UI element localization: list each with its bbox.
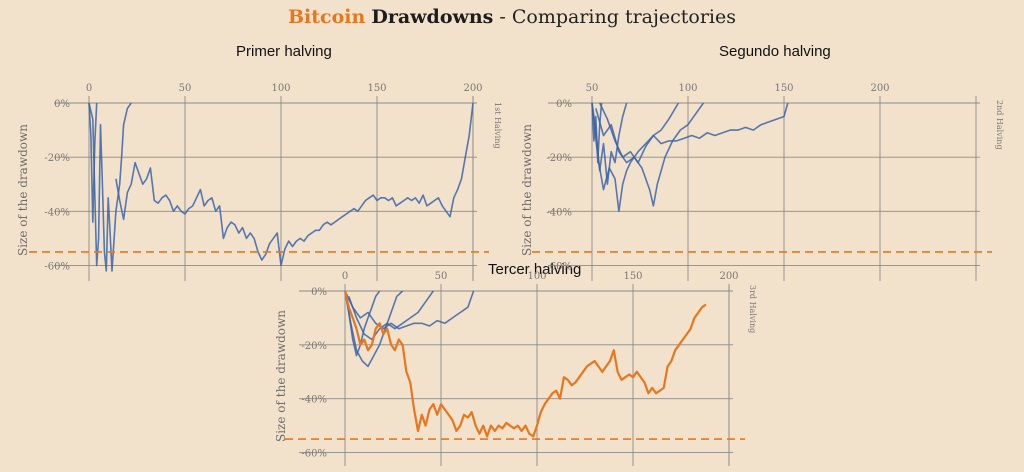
series-line-blue bbox=[591, 102, 680, 213]
x-tick-label: 150 bbox=[623, 271, 642, 282]
y-tick-label: -60% bbox=[301, 449, 327, 460]
y-axis-label: Size of the drawdown bbox=[520, 124, 534, 256]
series-line-blue bbox=[88, 102, 98, 223]
x-tick-label: 100 bbox=[271, 83, 290, 94]
y-tick-label: -60% bbox=[546, 261, 572, 272]
halving-marker-label: 2nd Halving bbox=[995, 100, 1004, 150]
x-tick-label: 50 bbox=[435, 271, 448, 282]
x-tick-label: 200 bbox=[870, 83, 889, 94]
x-tick-label: 100 bbox=[527, 271, 546, 282]
panel-title-first-halving: Primer halving bbox=[236, 43, 332, 60]
chart-panel-2: 0% -20% -40% -60% 50 100 150 200 2nd Halving Size… bbox=[520, 83, 1004, 281]
x-tick-label: 150 bbox=[367, 83, 386, 94]
series-line-blue bbox=[598, 102, 789, 164]
chart-panel-3: 0% -20% -40% -60% 0 50 100 150 200 3rd Halving Siz… bbox=[274, 271, 757, 466]
series-line-orange bbox=[343, 290, 707, 438]
y-axis-label: Size of the drawdown bbox=[274, 310, 288, 442]
series-line-blue bbox=[348, 290, 434, 341]
title-accent-word: Bitcoin bbox=[288, 6, 366, 28]
x-tick-label: 100 bbox=[678, 83, 697, 94]
panel-title-second-halving: Segundo halving bbox=[719, 43, 831, 60]
y-tick-label: -20% bbox=[546, 153, 572, 164]
y-tick-label: 0% bbox=[311, 287, 327, 298]
x-tick-label: 150 bbox=[774, 83, 793, 94]
y-tick-label: -40% bbox=[44, 207, 70, 218]
x-tick-label: 200 bbox=[719, 271, 738, 282]
series-line-blue bbox=[115, 102, 474, 267]
series-line-blue bbox=[344, 290, 404, 368]
y-tick-label: -60% bbox=[44, 261, 70, 272]
x-tick-label: 0 bbox=[86, 83, 92, 94]
x-tick-label: 50 bbox=[179, 83, 192, 94]
x-tick-label: 200 bbox=[463, 83, 482, 94]
halving-marker-label: 3rd Halving bbox=[748, 285, 757, 333]
x-tick-label: 50 bbox=[586, 83, 599, 94]
title-bold-word: Drawdowns bbox=[371, 6, 494, 28]
y-tick-label: -40% bbox=[546, 207, 572, 218]
halving-marker-label: 1st Halving bbox=[493, 102, 502, 149]
y-tick-label: -20% bbox=[301, 341, 327, 352]
y-tick-label: 0% bbox=[54, 99, 70, 110]
y-tick-label: -40% bbox=[301, 395, 327, 406]
chart-panel-1: 0% -20% -40% -60% 0 50 100 150 200 1st Halving Siz… bbox=[16, 83, 502, 281]
chart-main-title: Bitcoin Drawdowns - Comparing trajectori… bbox=[0, 6, 1024, 28]
series-line-blue bbox=[595, 102, 705, 207]
y-axis-label: Size of the drawdown bbox=[16, 124, 30, 256]
series-line-blue bbox=[88, 102, 132, 272]
title-rest: - Comparing trajectories bbox=[493, 6, 736, 28]
series-line-blue bbox=[344, 290, 475, 330]
y-tick-label: -20% bbox=[44, 153, 70, 164]
y-tick-label: 0% bbox=[556, 99, 572, 110]
x-tick-label: 0 bbox=[342, 271, 348, 282]
